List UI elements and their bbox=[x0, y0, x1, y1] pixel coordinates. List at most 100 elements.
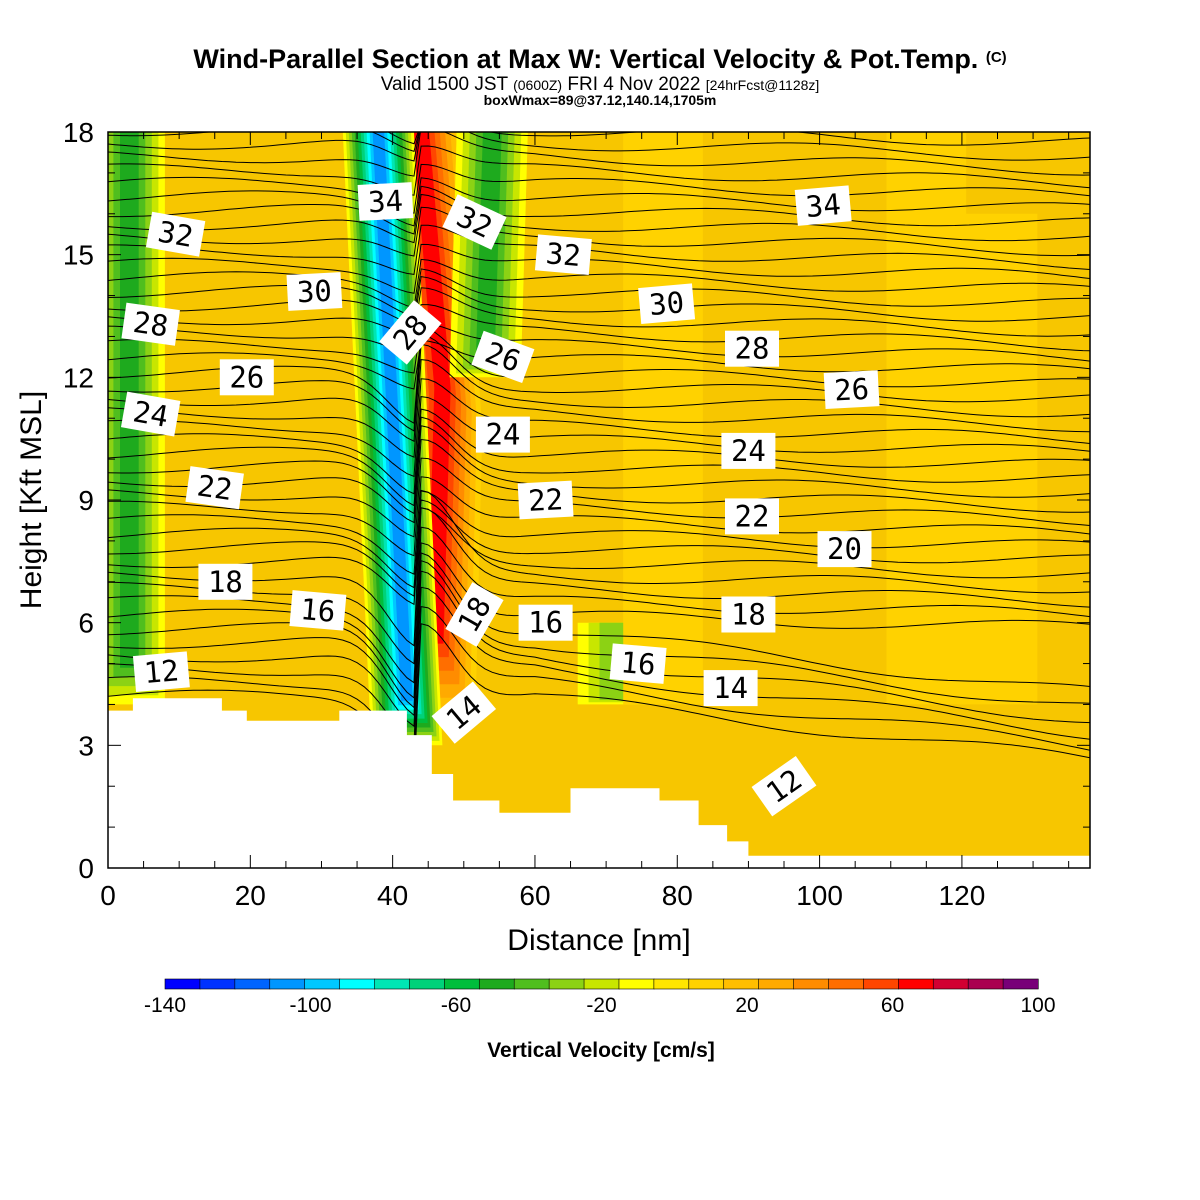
valid-date: FRI 4 Nov 2022 bbox=[567, 74, 701, 95]
colorbar-swatch bbox=[234, 978, 271, 990]
colorbar-tick-label: 100 bbox=[1020, 994, 1055, 1017]
velocity-band bbox=[372, 132, 413, 701]
theta-contour bbox=[108, 489, 1090, 647]
y-tick-label: 3 bbox=[78, 730, 94, 761]
theta-contour bbox=[108, 560, 1090, 717]
colorbar-label: Vertical Velocity [cm/s] bbox=[487, 1039, 715, 1062]
theta-contour bbox=[108, 224, 1090, 275]
contour-label-text: 34 bbox=[367, 184, 404, 220]
velocity-band bbox=[957, 213, 1038, 705]
title-mark: (C) bbox=[985, 49, 1007, 66]
theta-contour bbox=[108, 526, 1090, 684]
contour-label-text: 18 bbox=[731, 598, 766, 632]
colorbar: -140 -100 -60 -20 20 60 100 Vertical Velocity [… bbox=[144, 978, 1056, 1062]
contour-label-box bbox=[721, 432, 776, 469]
theta-contour bbox=[108, 339, 1090, 390]
theta-contour bbox=[108, 542, 1090, 699]
colorbar-swatch bbox=[339, 978, 376, 990]
contour-label-box bbox=[817, 531, 872, 568]
theta-contour bbox=[108, 343, 1090, 442]
y-axis-label: Height [Kft MSL] bbox=[15, 391, 48, 609]
x-tick-label: 100 bbox=[796, 880, 843, 911]
contour-label: 32 bbox=[534, 234, 592, 275]
colorbar-swatch bbox=[653, 978, 690, 990]
contour-label-text: 24 bbox=[731, 434, 766, 468]
contour-label-box bbox=[823, 370, 880, 409]
colorbar-swatch bbox=[898, 978, 934, 990]
colorbar-tick-label: -20 bbox=[586, 994, 616, 1017]
contour-label-box bbox=[289, 590, 347, 631]
contour-label-text: 16 bbox=[619, 645, 657, 682]
contour-label: 22 bbox=[725, 498, 779, 535]
contour-label-box bbox=[286, 272, 343, 311]
colorbar-tick-label: -140 bbox=[144, 994, 186, 1017]
y-tick-label: 15 bbox=[63, 240, 94, 271]
valid-utc: (0600Z) bbox=[513, 77, 563, 93]
theta-contour bbox=[108, 378, 1090, 478]
colorbar-swatch bbox=[583, 978, 620, 990]
contour-label-text: 28 bbox=[131, 305, 170, 344]
contour-label: 16 bbox=[609, 643, 667, 684]
contour-label-text: 12 bbox=[143, 653, 181, 690]
contour-label-box bbox=[431, 681, 497, 744]
colorbar-swatch bbox=[828, 978, 864, 990]
contour-label-text: 22 bbox=[527, 482, 564, 518]
contour-label-box bbox=[725, 330, 779, 367]
contour-label: 14 bbox=[703, 670, 758, 707]
contour-label-box bbox=[379, 300, 442, 365]
theta-contour bbox=[108, 396, 1090, 495]
contour-label-text: 16 bbox=[299, 592, 337, 629]
theta-contour bbox=[108, 570, 1090, 728]
contour-label-box bbox=[475, 416, 530, 453]
x-tick-label: 80 bbox=[662, 880, 693, 911]
velocity-feature-updraft bbox=[623, 132, 703, 705]
theta-contour bbox=[108, 606, 1090, 764]
colorbar-tick-label: -60 bbox=[441, 994, 471, 1017]
theta-contour bbox=[108, 507, 1090, 665]
x-tick-label: 60 bbox=[519, 880, 550, 911]
contour-label: 22 bbox=[185, 466, 244, 510]
contour-label: 26 bbox=[823, 370, 880, 409]
theta-contour bbox=[108, 507, 1090, 606]
theta-contour-lines bbox=[108, 132, 1090, 780]
contour-label-text: 24 bbox=[485, 418, 520, 452]
theta-contour bbox=[108, 132, 1090, 162]
theta-contour bbox=[108, 323, 1090, 374]
contour-label-box bbox=[357, 182, 414, 221]
contour-label-text: 16 bbox=[528, 606, 563, 640]
contour-label-text: 20 bbox=[827, 532, 862, 566]
contour-label-text: 30 bbox=[648, 285, 686, 322]
contour-label-box bbox=[517, 480, 574, 520]
contour-label: 24 bbox=[475, 416, 530, 453]
theta-contour-labels: 1218162224262830323428322624221814163230… bbox=[120, 182, 880, 817]
colorbar-swatch bbox=[304, 978, 341, 990]
contour-label: 18 bbox=[198, 563, 253, 600]
y-tick-label: 18 bbox=[63, 117, 94, 148]
colorbar-tick-label: -100 bbox=[289, 994, 331, 1017]
colorbar-swatch bbox=[932, 978, 969, 990]
velocity-band bbox=[623, 132, 703, 705]
theta-contour bbox=[108, 623, 1090, 780]
theta-contour bbox=[108, 304, 1090, 355]
y-tick-label: 0 bbox=[78, 853, 94, 884]
velocity-feature-updraft bbox=[886, 132, 967, 705]
theta-contour bbox=[108, 163, 1090, 214]
theta-contour bbox=[108, 499, 1090, 597]
velocity-band bbox=[413, 132, 451, 644]
contour-label: 16 bbox=[518, 604, 573, 641]
contour-label-text: 32 bbox=[155, 214, 195, 254]
title-main: Wind-Parallel Section at Max W: Vertical… bbox=[193, 44, 979, 74]
contour-label-text: 26 bbox=[229, 360, 264, 394]
colorbar-swatch bbox=[374, 978, 411, 990]
theta-contour bbox=[108, 193, 1090, 244]
colorbar-swatch bbox=[409, 978, 445, 990]
contour-label: 34 bbox=[357, 182, 414, 221]
colorbar-tick-label: 20 bbox=[735, 994, 758, 1017]
theta-contour bbox=[108, 276, 1090, 326]
theta-contour bbox=[108, 206, 1090, 257]
colorbar-swatch bbox=[444, 978, 480, 990]
y-tick-label: 12 bbox=[63, 362, 94, 393]
velocity-band bbox=[886, 132, 967, 705]
contour-label-text: 24 bbox=[131, 394, 171, 434]
